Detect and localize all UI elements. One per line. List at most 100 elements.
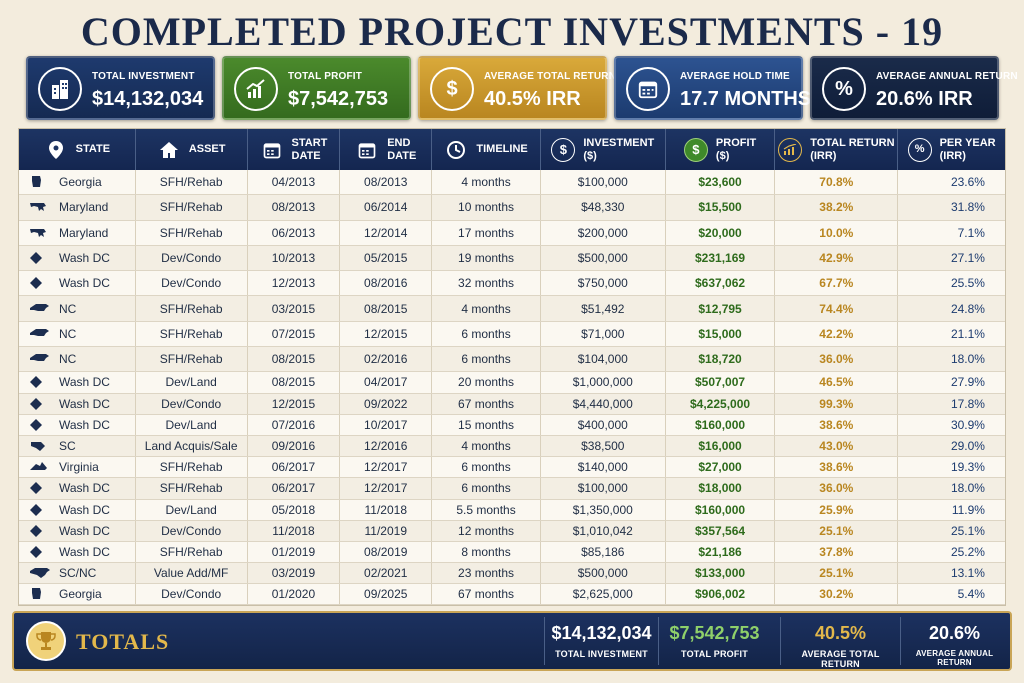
state-map-icon bbox=[27, 481, 53, 495]
cell-asset: Dev/Condo bbox=[136, 520, 248, 541]
cell-timeline: 10 months bbox=[432, 195, 541, 220]
cell-profit: $133,000 bbox=[666, 563, 776, 584]
cell-profit: $160,000 bbox=[666, 414, 776, 435]
header-label: INVESTMENT ($) bbox=[583, 136, 655, 162]
state-name: Maryland bbox=[59, 200, 109, 215]
cell-end: 12/2017 bbox=[340, 457, 433, 478]
cell-total-return: 38.2% bbox=[775, 195, 899, 220]
cell-end: 02/2016 bbox=[340, 347, 433, 372]
cell-state: Wash DC bbox=[19, 271, 136, 296]
cell-total-return: 25.1% bbox=[775, 520, 899, 541]
cell-end: 12/2017 bbox=[340, 478, 433, 499]
table-row: Wash DC SFH/Rehab 06/2017 12/2017 6 months $1… bbox=[19, 478, 1005, 500]
totals-average-annual-return: 20.6% AVERAGE ANNUAL RETURN bbox=[900, 617, 1008, 667]
state-map-icon bbox=[27, 302, 53, 316]
card-value: $14,132,034 bbox=[92, 88, 204, 110]
cell-per-year: 5.4% bbox=[957, 587, 985, 602]
table-row: Maryland SFH/Rehab 06/2013 12/2014 17 months… bbox=[19, 220, 1005, 246]
cell-timeline: 5.5 months bbox=[432, 499, 541, 520]
cell-investment: $1,350,000 bbox=[541, 499, 666, 520]
cell-per-year: 25.5% bbox=[950, 276, 985, 291]
cell-profit: $906,002 bbox=[666, 584, 776, 605]
totals-profit: $7,542,753 TOTAL PROFIT bbox=[658, 617, 770, 665]
cell-start: 10/2013 bbox=[248, 245, 341, 271]
cell-start: 11/2018 bbox=[248, 520, 341, 541]
header-asset: ASSET bbox=[136, 129, 248, 170]
cell-investment: $500,000 bbox=[541, 245, 666, 271]
card-label: AVERAGE HOLD TIME bbox=[680, 71, 790, 82]
state-name: Maryland bbox=[59, 225, 109, 240]
state-name: Wash DC bbox=[59, 396, 110, 411]
calendar-icon bbox=[355, 138, 379, 162]
cell-start: 08/2015 bbox=[248, 347, 341, 372]
totals-investment: $14,132,034 TOTAL INVESTMENT bbox=[544, 617, 658, 665]
header-per-year: % PER YEAR (IRR) bbox=[898, 129, 1005, 170]
cell-end: 10/2017 bbox=[340, 414, 433, 435]
cell-timeline: 4 months bbox=[432, 170, 541, 195]
state-name: NC bbox=[59, 301, 77, 316]
cell-state: Wash DC bbox=[19, 245, 136, 271]
cell-per-year: 11.9% bbox=[951, 502, 985, 517]
state-name: Wash DC bbox=[59, 276, 110, 291]
state-map-icon bbox=[27, 418, 53, 432]
cell-total-return: 43.0% bbox=[775, 435, 899, 457]
state-name: NC bbox=[59, 326, 77, 341]
card-value: $7,542,753 bbox=[288, 88, 389, 110]
cell-end: 08/2016 bbox=[340, 271, 433, 296]
cell-timeline: 4 months bbox=[432, 296, 541, 321]
cell-start: 07/2016 bbox=[248, 414, 341, 435]
table-row: SC Land Acquis/Sale 09/2016 12/2016 4 months… bbox=[19, 435, 1005, 458]
cell-profit: $4,225,000 bbox=[666, 393, 776, 414]
cell-profit: $637,062 bbox=[666, 271, 776, 296]
cell-state: SC/NC bbox=[19, 563, 136, 584]
cell-investment: $1,000,000 bbox=[541, 372, 666, 393]
state-name: Wash DC bbox=[59, 375, 110, 390]
trophy-icon bbox=[26, 621, 66, 661]
table-row: Wash DC Dev/Land 08/2015 04/2017 20 months $1… bbox=[19, 372, 1005, 394]
cell-per-year: 25.2% bbox=[950, 544, 985, 559]
table-row: Wash DC Dev/Land 05/2018 11/2018 5.5 months $… bbox=[19, 499, 1005, 521]
cell-end: 09/2022 bbox=[340, 393, 433, 414]
cell-per-year: 7.1% bbox=[957, 225, 985, 240]
cell-profit: $231,169 bbox=[666, 245, 776, 271]
cell-investment: $400,000 bbox=[541, 414, 666, 435]
card-label: TOTAL PROFIT bbox=[288, 71, 363, 82]
cell-total-return: 30.2% bbox=[775, 584, 899, 605]
cell-profit: $16,000 bbox=[666, 435, 776, 457]
state-map-icon bbox=[27, 460, 53, 474]
cell-total-return: 10.0% bbox=[775, 220, 899, 245]
cell-per-year: 23.6% bbox=[950, 175, 985, 190]
card-value: 40.5% IRR bbox=[484, 88, 581, 110]
cell-per-year: 27.1% bbox=[950, 251, 985, 266]
cell-asset: SFH/Rehab bbox=[136, 195, 248, 220]
cell-profit: $18,000 bbox=[666, 478, 776, 499]
cell-profit: $23,600 bbox=[666, 170, 776, 195]
cell-end: 09/2025 bbox=[340, 584, 433, 605]
state-map-icon bbox=[27, 566, 53, 580]
card-label: AVERAGE TOTAL RETURN bbox=[484, 71, 617, 82]
cell-profit: $12,795 bbox=[666, 296, 776, 321]
average-annual-return-card: % AVERAGE ANNUAL RETURN 20.6% IRR bbox=[810, 56, 1018, 120]
state-name: Wash DC bbox=[59, 523, 110, 538]
cell-per-year: 17.8% bbox=[950, 396, 985, 411]
header-total-return: TOTAL RETURN (IRR) bbox=[775, 129, 899, 170]
state-name: Georgia bbox=[59, 175, 102, 190]
cell-per-year: 18.0% bbox=[950, 352, 985, 367]
cell-timeline: 15 months bbox=[432, 414, 541, 435]
header-label: TOTAL RETURN (IRR) bbox=[810, 136, 895, 162]
total-profit-card: TOTAL PROFIT $7,542,753 bbox=[222, 56, 411, 120]
page-title: COMPLETED PROJECT INVESTMENTS - 19 bbox=[80, 9, 944, 54]
totals-bar: TOTALS $14,132,034 TOTAL INVESTMENT $7,5… bbox=[12, 611, 1012, 671]
cell-timeline: 20 months bbox=[432, 372, 541, 393]
totals-investment-caption: TOTAL INVESTMENT bbox=[555, 649, 648, 659]
summary-cards: TOTAL INVESTMENT $14,132,034 TOTAL PROFI… bbox=[26, 56, 1018, 120]
state-map-icon bbox=[27, 545, 53, 559]
cell-profit: $507,007 bbox=[666, 372, 776, 393]
cell-asset: SFH/Rehab bbox=[136, 347, 248, 372]
cell-asset: SFH/Rehab bbox=[136, 541, 248, 563]
cell-timeline: 4 months bbox=[432, 435, 541, 457]
cell-state: Maryland bbox=[19, 220, 136, 245]
cell-start: 01/2019 bbox=[248, 541, 341, 563]
state-map-icon bbox=[27, 375, 53, 389]
cell-start: 01/2020 bbox=[248, 584, 341, 605]
